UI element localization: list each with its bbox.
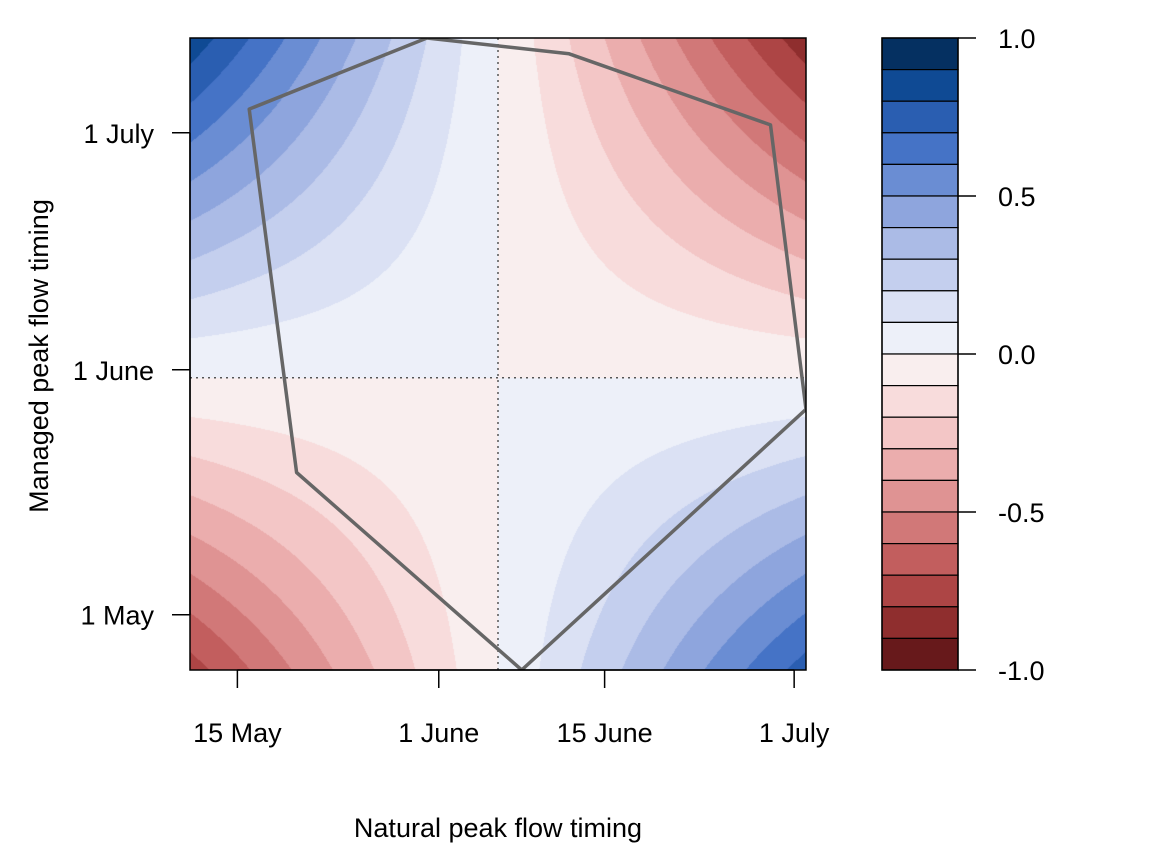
- colorbar-tick-label: 0.5: [998, 182, 1036, 212]
- colorbar-band: [881, 511, 959, 545]
- y-axis-title: Managed peak flow timing: [24, 199, 54, 513]
- colorbar-band: [881, 132, 959, 166]
- colorbar-band: [881, 574, 959, 608]
- contour-image: [190, 38, 806, 670]
- x-axis: 15 May 1 June 15 June 1 July: [193, 669, 830, 748]
- colorbar-band: [881, 353, 959, 387]
- x-tick-label: 15 June: [557, 718, 653, 748]
- colorbar-band: [881, 68, 959, 102]
- colorbar-band: [881, 321, 959, 355]
- contour-surface: [190, 38, 806, 670]
- colorbar-band: [881, 37, 959, 71]
- hull-polygon: [247, 38, 806, 670]
- x-axis-title: Natural peak flow timing: [354, 813, 642, 843]
- colorbar-band: [881, 227, 959, 260]
- colorbar-band: [881, 290, 959, 323]
- colorbar-band: [881, 163, 959, 197]
- colorbar-tick-label: 1.0: [998, 24, 1036, 54]
- colorbar-band: [881, 448, 959, 481]
- colorbar-band: [881, 542, 959, 576]
- colorbar-band: [881, 385, 959, 418]
- colorbar-band: [881, 479, 959, 513]
- colorbar-band: [881, 637, 959, 671]
- colorbar-band: [881, 416, 959, 450]
- colorbar-band: [881, 606, 959, 639]
- x-tick-label: 1 July: [759, 718, 830, 748]
- colorbar-band: [881, 258, 959, 292]
- y-axis: 1 May 1 June 1 July: [73, 119, 191, 631]
- x-tick-label: 1 June: [398, 718, 479, 748]
- y-tick-label: 1 May: [80, 601, 154, 631]
- x-tick-label: 15 May: [193, 718, 282, 748]
- colorbar: 1.0 0.5 0.0 -0.5 -1.0: [881, 24, 1045, 686]
- colorbar-tick-label: 0.0: [998, 340, 1036, 370]
- colorbar-band: [881, 195, 959, 229]
- colorbar-band: [881, 100, 959, 134]
- colorbar-tick-label: -1.0: [998, 656, 1045, 686]
- y-tick-label: 1 July: [83, 119, 154, 149]
- y-tick-label: 1 June: [73, 356, 154, 386]
- hull-layer: [247, 38, 806, 670]
- colorbar-tick-label: -0.5: [998, 498, 1045, 528]
